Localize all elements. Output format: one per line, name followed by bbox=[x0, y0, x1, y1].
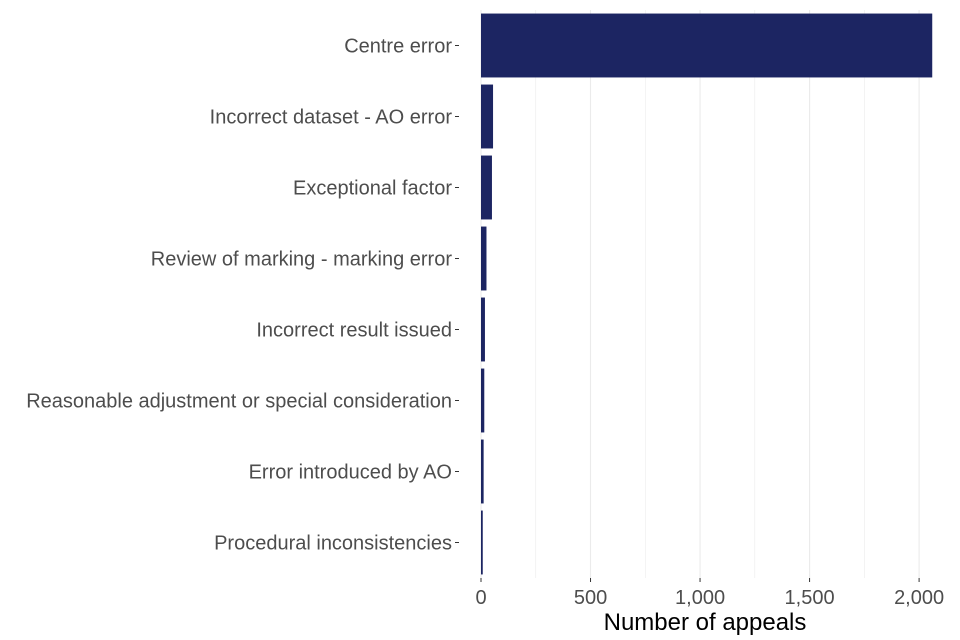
bar bbox=[481, 297, 485, 362]
category-label: Incorrect result issued bbox=[256, 320, 452, 342]
bar bbox=[481, 439, 484, 504]
category-label: Procedural inconsistencies bbox=[214, 533, 452, 555]
category-label: Error introduced by AO bbox=[249, 462, 452, 484]
bar bbox=[481, 13, 933, 78]
category-label: Reasonable adjustment or special conside… bbox=[26, 391, 452, 413]
bar bbox=[481, 84, 494, 149]
x-tick-label: 1,500 bbox=[785, 587, 835, 609]
x-tick-label: 2,000 bbox=[894, 587, 944, 609]
bar bbox=[481, 368, 485, 433]
x-tick-label: 1,000 bbox=[675, 587, 725, 609]
bars bbox=[481, 13, 933, 575]
x-axis-title: Number of appeals bbox=[604, 609, 807, 636]
x-tick-label: 500 bbox=[574, 587, 607, 609]
category-label: Exceptional factor bbox=[293, 178, 452, 200]
category-label: Review of marking - marking error bbox=[151, 249, 453, 271]
x-tick-label: 0 bbox=[475, 587, 486, 609]
grid-lines bbox=[480, 10, 920, 578]
bar bbox=[481, 155, 492, 220]
category-label: Centre error bbox=[344, 36, 452, 58]
bar bbox=[481, 510, 483, 575]
category-labels: Centre error Incorrect dataset - AO error… bbox=[26, 36, 459, 555]
bar bbox=[481, 226, 487, 291]
category-label: Incorrect dataset - AO error bbox=[210, 107, 453, 129]
x-axis-ticks: 0 500 1,000 1,500 2,000 bbox=[475, 578, 944, 609]
